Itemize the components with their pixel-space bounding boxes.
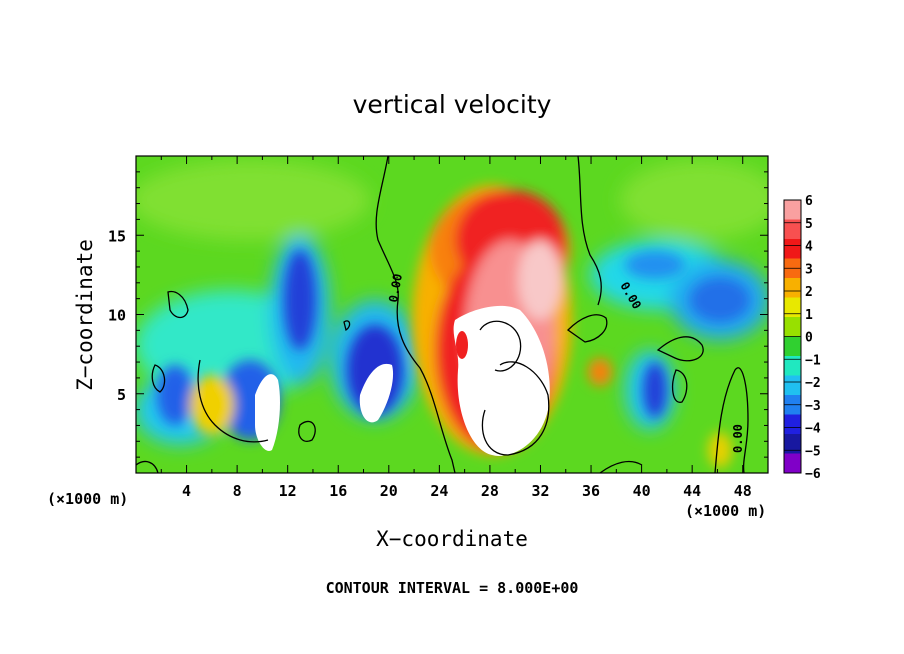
x-tick-label: 32: [531, 482, 549, 500]
colorbar-label: 2: [805, 285, 813, 300]
colorbar-swatch: [784, 356, 801, 376]
x-tick-label: 36: [582, 482, 600, 500]
y-tick-label: 5: [117, 386, 126, 404]
x-unit-left: (×1000 m): [47, 490, 128, 508]
colorbar-label: −1: [805, 353, 821, 368]
x-tick-label: 4: [182, 482, 191, 500]
x-tick-label: 40: [633, 482, 651, 500]
colorbar-swatch: [784, 219, 801, 240]
colorbar-swatch: [784, 278, 801, 298]
x-tick-label: 16: [329, 482, 347, 500]
plot-area: 0.00 0.00 0.00: [136, 156, 768, 473]
y-tick-labels: 5 10 15: [108, 227, 126, 404]
colorbar-swatch: [784, 453, 801, 474]
colorbar: 6 5 4 3 2 1 0 −1 −2 −3 −4 −5 −6: [783, 194, 821, 482]
x-tick-label: 20: [380, 482, 398, 500]
contour-label: 0.00: [731, 424, 745, 453]
y-axis-label: Z−coordinate: [73, 239, 97, 391]
colorbar-label: −3: [805, 399, 821, 414]
x-tick-label: 28: [481, 482, 499, 500]
x-unit-right: (×1000 m): [685, 502, 766, 520]
colorbar-label: 5: [805, 217, 813, 232]
y-tick-label: 10: [108, 307, 126, 325]
colorbar-label: 6: [805, 194, 813, 209]
axis-ticks: [136, 156, 768, 473]
colorbar-swatch: [784, 200, 801, 220]
colorbar-label: −4: [805, 422, 821, 437]
colorbar-swatch: [784, 414, 801, 435]
colorbar-label: −6: [805, 467, 821, 482]
x-tick-label: 24: [430, 482, 448, 500]
colorbar-label: 3: [805, 262, 813, 277]
colorbar-label: −5: [805, 444, 821, 459]
x-tick-label: 12: [279, 482, 297, 500]
x-tick-label: 48: [734, 482, 752, 500]
x-tick-label: 8: [233, 482, 242, 500]
x-tick-labels: 4 8 12 16 20 24 28 32 36 40 44 48: [182, 482, 752, 500]
colorbar-label: −2: [805, 376, 821, 391]
x-axis-label: X−coordinate: [376, 527, 528, 551]
colorbar-label: 0: [805, 331, 813, 346]
colorbar-label: 1: [805, 308, 813, 323]
contour-label: 0.00: [386, 273, 405, 304]
colorbar-swatch: [784, 239, 801, 259]
colorbar-label: 4: [805, 240, 813, 255]
chart-title: vertical velocity: [353, 90, 552, 119]
colorbar-swatch: [784, 317, 801, 337]
colorbar-swatch: [784, 297, 801, 318]
colorbar-swatch: [784, 434, 801, 454]
x-tick-label: 44: [683, 482, 701, 500]
contour-interval-note: CONTOUR INTERVAL = 8.000E+00: [326, 579, 579, 597]
colorbar-swatch: [784, 336, 801, 357]
y-tick-label: 15: [108, 227, 126, 245]
colorbar-swatch: [784, 375, 801, 396]
